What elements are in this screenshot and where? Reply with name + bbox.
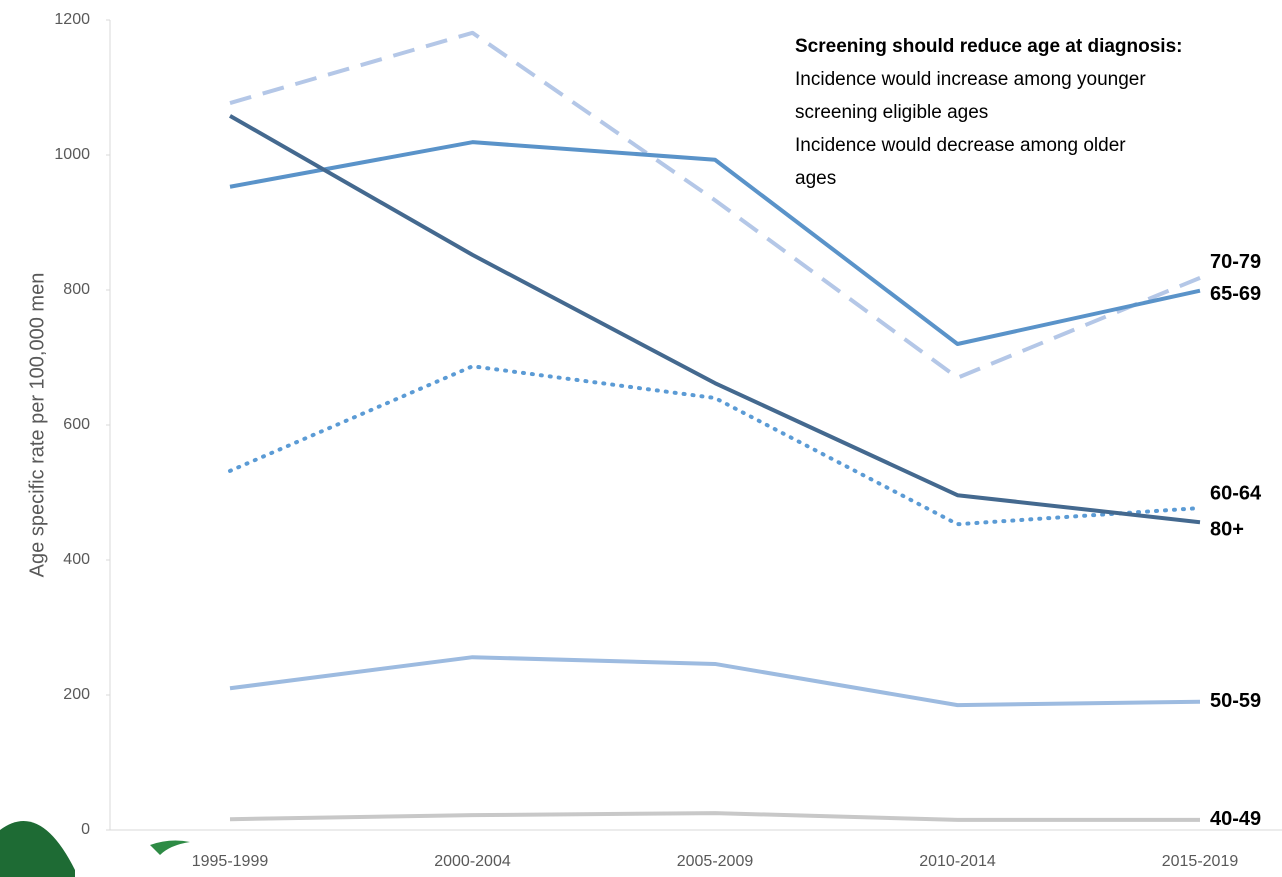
logo-shape — [0, 821, 75, 877]
series-label: 70-79 — [1210, 251, 1261, 273]
series-label: 60-64 — [1210, 482, 1262, 504]
y-tick-label: 200 — [63, 686, 90, 703]
x-tick-label: 2005-2009 — [677, 853, 754, 870]
logo-shape — [150, 840, 190, 855]
series-line — [229, 140, 1201, 346]
y-tick-label: 600 — [63, 416, 90, 433]
series-label: 50-59 — [1210, 690, 1261, 712]
y-tick-label: 400 — [63, 551, 90, 568]
x-tick-label: 2000-2004 — [434, 853, 511, 870]
x-tick-label: 1995-1999 — [192, 853, 269, 870]
y-tick-label: 1200 — [54, 11, 90, 28]
annotation-line: Incidence would increase among younger — [795, 69, 1146, 90]
series-line — [229, 114, 1201, 525]
x-tick-label: 2010-2014 — [919, 853, 996, 870]
x-tick-label: 2015-2019 — [1162, 853, 1239, 870]
annotation-line: Incidence would decrease among older — [795, 135, 1126, 156]
series-line — [229, 655, 1201, 708]
y-tick-label: 800 — [63, 281, 90, 298]
series-label: 80+ — [1210, 518, 1244, 540]
series-line — [228, 364, 1202, 527]
annotation-title: Screening should reduce age at diagnosis… — [795, 36, 1182, 57]
series-label: 65-69 — [1210, 283, 1261, 305]
annotation-line: screening eligible ages — [795, 102, 988, 123]
y-tick-label: 0 — [81, 821, 90, 838]
y-tick-label: 1000 — [54, 146, 90, 163]
series-label: 40-49 — [1210, 808, 1261, 830]
annotation-line: ages — [795, 168, 836, 189]
y-axis-label: Age specific rate per 100,000 men — [26, 273, 48, 578]
series-line — [229, 30, 1201, 380]
series-line — [229, 811, 1200, 822]
